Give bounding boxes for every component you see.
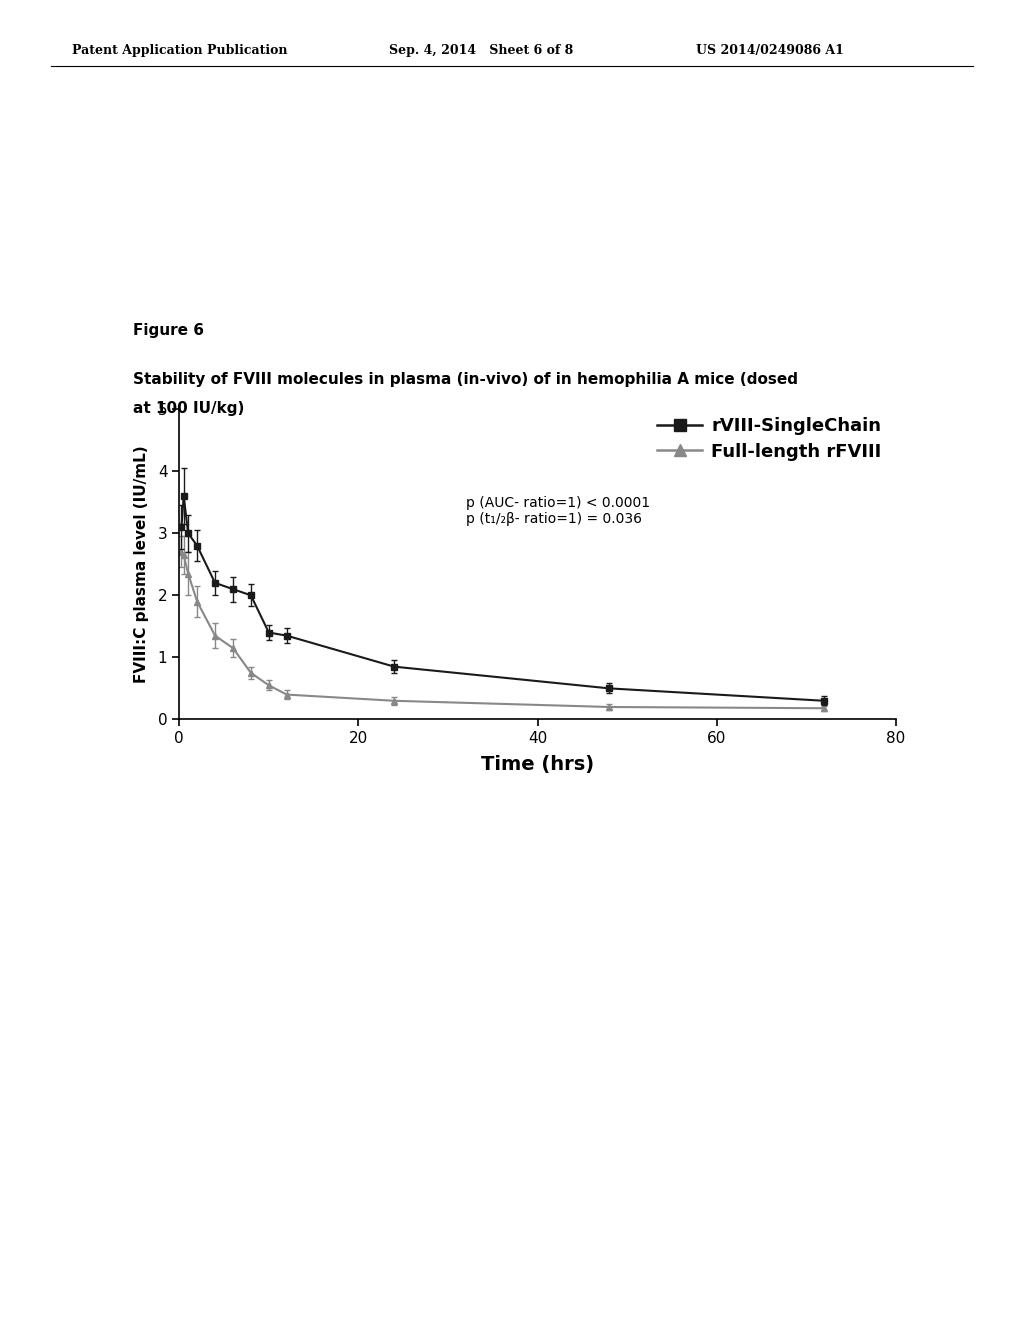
Text: p (AUC- ratio=1) < 0.0001
p (t₁/₂β- ratio=1) = 0.036: p (AUC- ratio=1) < 0.0001 p (t₁/₂β- rati… xyxy=(466,496,650,527)
Text: Stability of FVIII molecules in plasma (in-vivo) of in hemophilia A mice (dosed: Stability of FVIII molecules in plasma (… xyxy=(133,372,798,387)
X-axis label: Time (hrs): Time (hrs) xyxy=(481,755,594,774)
Text: Figure 6: Figure 6 xyxy=(133,323,204,338)
Text: at 100 IU/kg): at 100 IU/kg) xyxy=(133,401,245,416)
Text: Patent Application Publication: Patent Application Publication xyxy=(72,44,287,57)
Legend: rVIII-SingleChain, Full-length rFVIII: rVIII-SingleChain, Full-length rFVIII xyxy=(651,412,887,466)
Text: US 2014/0249086 A1: US 2014/0249086 A1 xyxy=(696,44,844,57)
Y-axis label: FVIII:C plasma level (IU/mL): FVIII:C plasma level (IU/mL) xyxy=(134,445,150,684)
Text: Sep. 4, 2014   Sheet 6 of 8: Sep. 4, 2014 Sheet 6 of 8 xyxy=(389,44,573,57)
